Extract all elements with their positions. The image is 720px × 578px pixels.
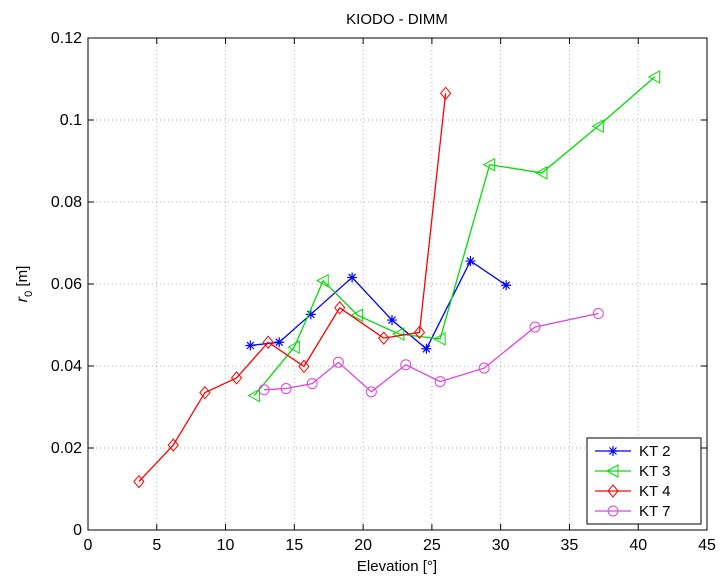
y-tick-label: 0.02 bbox=[51, 440, 82, 457]
data-point bbox=[478, 362, 490, 374]
data-point bbox=[247, 388, 260, 403]
data-point bbox=[413, 325, 426, 340]
data-point bbox=[350, 308, 364, 323]
data-point bbox=[287, 340, 300, 354]
y-axis-label-main: r bbox=[14, 296, 31, 302]
data-point bbox=[262, 335, 274, 350]
y-tick-label: 0.12 bbox=[51, 30, 82, 47]
legend-label: KT 2 bbox=[639, 443, 670, 460]
y-axis-label-sub: 0 bbox=[23, 291, 35, 297]
data-point bbox=[433, 332, 446, 346]
legend-marker bbox=[607, 505, 619, 517]
data-point bbox=[400, 359, 412, 371]
x-tick-label: 40 bbox=[629, 537, 647, 554]
series-kt-2 bbox=[245, 256, 512, 354]
series-kt-7 bbox=[258, 308, 604, 398]
legend-item: KT 4 bbox=[595, 483, 670, 500]
data-point bbox=[298, 359, 310, 374]
legend-box bbox=[586, 437, 702, 525]
data-point bbox=[316, 273, 329, 288]
y-tick-label: 0.04 bbox=[51, 358, 82, 375]
x-tick-label: 10 bbox=[217, 537, 235, 554]
legend-item: KT 3 bbox=[595, 463, 670, 480]
x-tick-label: 25 bbox=[423, 537, 441, 554]
data-point bbox=[280, 383, 292, 395]
chart-title: KIODO - DIMM bbox=[346, 11, 448, 28]
data-point bbox=[245, 340, 256, 351]
series-line bbox=[250, 260, 507, 350]
x-axis-label: Elevation [°] bbox=[357, 558, 437, 575]
data-point bbox=[274, 337, 285, 348]
legend: KT 2 KT 3 KT 4 KT 7 bbox=[586, 437, 702, 525]
legend-marker bbox=[605, 464, 619, 478]
data-point bbox=[591, 119, 604, 133]
y-tick-label: 0 bbox=[73, 522, 82, 539]
data-point bbox=[647, 70, 661, 84]
y-tick-label: 0.1 bbox=[60, 112, 82, 129]
data-point bbox=[332, 356, 344, 368]
data-point bbox=[421, 343, 432, 354]
legend-label: KT 4 bbox=[639, 483, 670, 500]
data-point bbox=[199, 385, 211, 400]
data-point bbox=[347, 272, 358, 283]
data-point bbox=[386, 315, 397, 326]
data-point bbox=[465, 256, 476, 267]
data-point bbox=[534, 166, 548, 180]
y-axis-label: r0 [m] bbox=[14, 266, 35, 302]
x-tick-label: 0 bbox=[84, 537, 93, 554]
series-line bbox=[138, 93, 447, 483]
data-point bbox=[334, 300, 346, 315]
data-point bbox=[592, 308, 604, 320]
data-point bbox=[230, 371, 243, 385]
svg-text:r0 [m]: r0 [m] bbox=[14, 266, 35, 302]
y-tick-label: 0.06 bbox=[51, 276, 82, 293]
data-point bbox=[306, 378, 318, 390]
legend-marker bbox=[607, 484, 619, 498]
data-point bbox=[439, 86, 452, 101]
x-tick-label: 5 bbox=[152, 537, 161, 554]
x-tick-label: 45 bbox=[698, 537, 716, 554]
data-point bbox=[501, 280, 512, 291]
x-tick-label: 15 bbox=[285, 537, 303, 554]
data-point bbox=[482, 157, 496, 172]
series-line bbox=[253, 76, 656, 396]
legend-item: KT 2 bbox=[595, 443, 670, 460]
legend-item: KT 7 bbox=[595, 503, 670, 520]
y-axis-label-unit: [m] bbox=[14, 266, 31, 291]
legend-marker bbox=[608, 446, 618, 456]
series-line bbox=[264, 312, 599, 393]
legend-label: KT 7 bbox=[639, 503, 670, 520]
x-tick-label: 35 bbox=[561, 537, 579, 554]
data-point bbox=[378, 331, 390, 345]
data-point bbox=[365, 386, 377, 398]
data-point bbox=[258, 384, 270, 396]
x-tick-label: 20 bbox=[354, 537, 372, 554]
axis-ticks: 0 5 10 15 20 25 30 35 40 45 0 0.02 0.04 0.06 0.08 0.1 0.… bbox=[51, 30, 716, 554]
y-tick-label: 0.08 bbox=[51, 194, 82, 211]
series-kt-4 bbox=[133, 86, 452, 489]
data-point bbox=[434, 376, 446, 388]
legend-label: KT 3 bbox=[639, 463, 670, 480]
data-point bbox=[305, 309, 316, 320]
data-point bbox=[391, 327, 405, 341]
data-point bbox=[133, 474, 145, 489]
x-tick-label: 30 bbox=[492, 537, 510, 554]
series-kt-3 bbox=[247, 70, 661, 403]
data-point bbox=[167, 438, 179, 452]
data-point bbox=[529, 321, 541, 333]
series-layer bbox=[133, 70, 661, 489]
